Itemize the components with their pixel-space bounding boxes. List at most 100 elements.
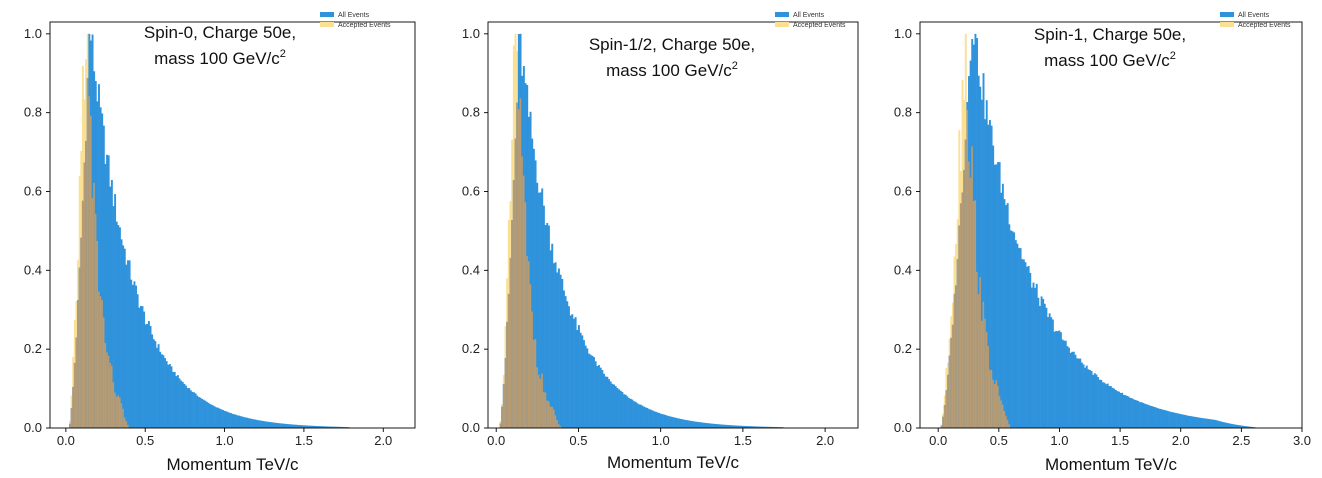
chart-title-line-2: mass 100 GeV/c2 [1044,50,1176,70]
x-tick-label: 1.0 [652,433,670,448]
bar-accepted-events [959,171,962,204]
bar-all-events [552,263,555,428]
bar-all-events [255,419,258,428]
bar-accepted-events [96,241,99,428]
bar-all-events [204,400,207,428]
bar-all-events [122,245,125,428]
bar-all-events [1239,425,1241,428]
bar-all-events [577,325,580,428]
bar-accepted-events [526,255,529,428]
bar-all-events [305,425,308,428]
bar-accepted-events [514,33,517,139]
bar-all-events [1043,303,1046,428]
bar-all-events [562,290,565,428]
bar-all-events [726,424,729,428]
bar-all-events [696,421,699,428]
bar-all-events [344,427,347,428]
chart-title-superscript: 2 [732,60,738,72]
bar-accepted-events [532,339,535,428]
bar-accepted-events [963,100,966,170]
bar-all-events [756,426,759,428]
bar-all-events [564,296,567,428]
bar-all-events [679,418,682,428]
bar-accepted-events [1005,415,1008,428]
bar-accepted-events [118,397,121,428]
bar-accepted-events [534,339,537,428]
bar-all-events [561,278,564,428]
bar-accepted-events [75,337,78,428]
bar-all-events [644,407,647,428]
bar-all-events [201,398,204,428]
bar-all-events [154,341,157,428]
bar-all-events [1221,421,1224,428]
bar-all-events [338,426,340,428]
bar-all-events [247,418,250,428]
y-tick-label: 0.8 [462,105,480,120]
bar-accepted-events [83,99,86,163]
bar-all-events [1155,407,1158,428]
bar-all-events [109,186,112,428]
bar-all-events [704,422,707,428]
bar-accepted-events [531,311,534,428]
bar-accepted-events [945,390,948,428]
bar-all-events [678,418,681,428]
bar-all-events [159,351,162,428]
x-tick-label: 0.0 [929,433,947,448]
plot-frame [919,21,1303,429]
bar-accepted-events [120,403,123,428]
x-axis-label: Momentum TeV/c [1045,455,1177,474]
bar-all-events [254,419,257,428]
bar-all-events [278,423,281,428]
bar-all-events [984,119,987,428]
bar-accepted-events [958,130,961,226]
bar-all-events [172,371,175,428]
bar-accepted-events [514,138,517,428]
bar-all-events [1171,412,1174,428]
bar-all-events [1234,424,1237,428]
x-tick-label: 1.5 [295,433,313,448]
bar-all-events [1116,391,1119,428]
bar-all-events [694,421,697,428]
bar-all-events [569,315,572,428]
x-tick-label: 0.5 [136,433,154,448]
bar-all-events [233,414,236,428]
bar-all-events [1100,379,1103,428]
bar-accepted-events [115,396,118,428]
bar-all-events [1021,259,1024,428]
bar-all-events [1151,406,1154,428]
bar-all-events [714,423,717,428]
x-tick-label: 2.0 [816,433,834,448]
bar-all-events [238,415,241,428]
bar-accepted-events [123,417,126,428]
bar-all-events [257,420,260,428]
bar-all-events [1013,232,1016,428]
bar-all-events [294,424,297,428]
bar-all-events [99,107,102,428]
bar-all-events [979,86,982,428]
bar-all-events [1190,416,1193,428]
bar-all-events [724,424,727,428]
chart-spin-half: 0.0 0.2 0.4 0.6 0.8 1.0 0.0 0.5 1.0 1.5 2.0 Momentu… [462,12,859,472]
bar-all-events [701,422,704,428]
bar-all-events [1024,262,1027,428]
chart-title-mass: mass 100 GeV/c [154,49,280,68]
bar-accepted-events [529,284,532,428]
bar-all-events [658,412,661,428]
bar-accepted-events [509,201,512,258]
bar-accepted-events [948,338,951,356]
bar-all-events [606,376,609,428]
bar-all-events [754,426,757,428]
bar-all-events [713,423,716,428]
y-tick-label: 0.0 [24,420,42,435]
bars [940,33,1256,429]
bar-all-events [1139,402,1141,428]
bar-all-events [292,424,295,428]
bar-all-events [1113,388,1116,428]
bar-all-events [175,376,178,428]
bar-all-events [591,355,594,428]
bar-all-events [1006,203,1009,428]
bar-all-events [189,390,192,428]
bar-all-events [703,422,706,428]
bar-accepted-events [499,421,502,424]
bar-all-events [1076,358,1079,428]
